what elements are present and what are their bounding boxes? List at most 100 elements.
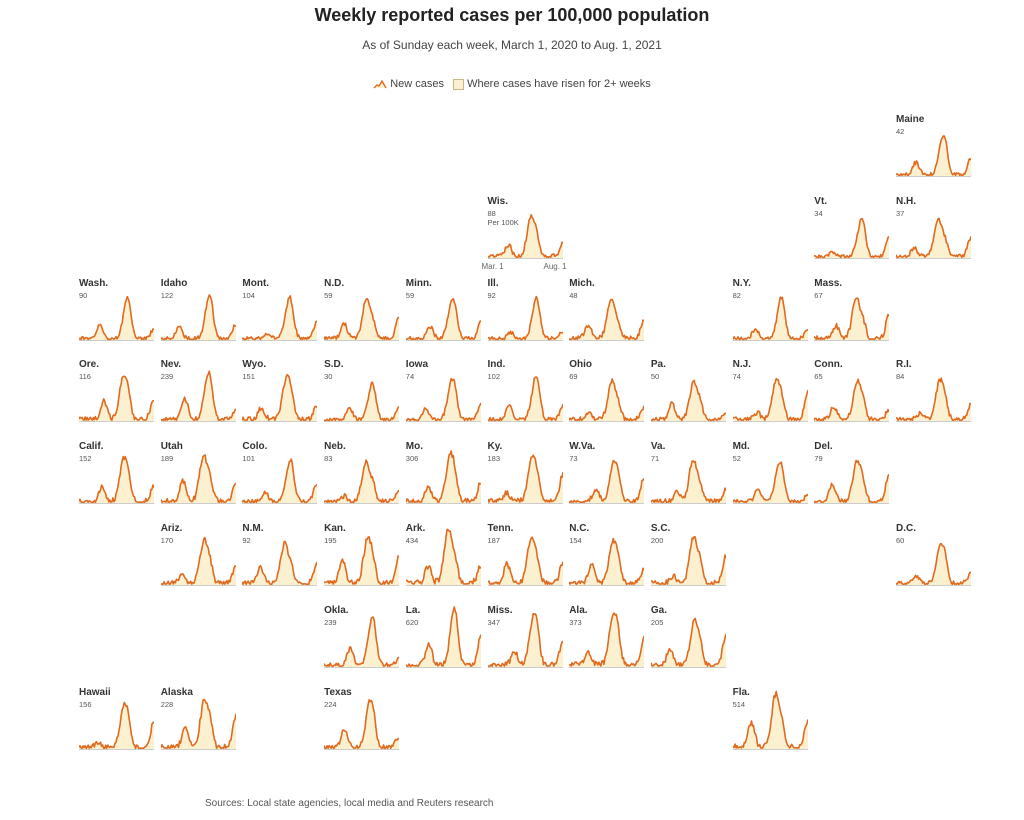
sparkline: [324, 698, 400, 750]
state-peak-value: 152: [79, 454, 92, 464]
sparkline-line: [79, 375, 154, 422]
sparkline: [732, 295, 808, 341]
sparkline-area: [814, 218, 890, 258]
state-peak-value: 620: [405, 617, 419, 627]
state-peak-value: 74: [732, 372, 741, 382]
axis-end-label: Aug. 1: [543, 261, 567, 271]
state-tile-maine: Maine 42: [896, 114, 971, 189]
sparkline: [405, 450, 481, 505]
sparkline-area: [242, 541, 318, 585]
sparkline: [79, 455, 154, 505]
state-peak-value: 67: [814, 290, 823, 300]
sparkline-area: [324, 536, 400, 585]
state-name: La.: [405, 604, 421, 616]
sparkline-line: [324, 297, 400, 340]
sparkline: [732, 378, 808, 423]
sparkline-line: [814, 459, 890, 504]
state-peak-value: 239: [324, 617, 337, 627]
sparkline-line: [324, 536, 400, 585]
state-tile-ala: Ala. 373: [569, 605, 645, 680]
state-name: Utah: [160, 441, 183, 453]
state-peak-value: 48: [569, 290, 578, 300]
state-peak-value: 347: [487, 617, 501, 627]
state-name: Ill.: [487, 277, 499, 289]
state-name: Md.: [732, 441, 750, 453]
sparkline-area: [405, 451, 481, 504]
state-name: Ariz.: [160, 523, 183, 534]
sparkline: [160, 698, 236, 750]
sparkline-area: [896, 378, 971, 422]
sparkline-line: [732, 378, 808, 422]
state-tile-n-y: N.Y. 82: [732, 278, 808, 353]
sparkline: [160, 537, 236, 586]
state-peak-value: 71: [650, 454, 660, 464]
state-peak-value: 151: [242, 372, 255, 382]
state-tile-fla: Fla. 514: [732, 687, 808, 762]
sparkline-line: [487, 376, 563, 422]
state-peak-value: 514: [732, 699, 746, 709]
state-tile-n-j: N.J. 74: [732, 359, 808, 434]
new-cases-swatch-icon: [373, 79, 387, 89]
state-tile-kan: Kan. 195: [324, 523, 400, 598]
state-name: Wash.: [79, 277, 109, 289]
sparkline-area: [732, 690, 808, 749]
sparkline: [650, 535, 726, 586]
state-tile-s-c: S.C. 200: [650, 523, 726, 598]
sparkline: [324, 459, 400, 505]
state-peak-value: 34: [814, 208, 823, 218]
sparkline: [487, 213, 563, 259]
axis-start-label: Mar. 1: [481, 261, 504, 271]
sparkline-line: [405, 450, 481, 504]
sparkline-area: [814, 460, 890, 504]
sparkline-line: [650, 460, 726, 504]
state-peak-value: 195: [324, 536, 337, 545]
sparkline-line: [732, 295, 808, 340]
sparkline-area: [79, 456, 154, 504]
state-name: D.C.: [896, 523, 916, 534]
chart-subtitle: As of Sunday each week, March 1, 2020 to…: [362, 38, 662, 52]
sparkline-line: [160, 454, 236, 504]
state-tile-ore: Ore. 116: [79, 359, 154, 434]
sparkline-line: [487, 213, 563, 258]
state-tile-vt: Vt. 34: [814, 196, 890, 271]
state-tile-va: Va. 71: [650, 441, 726, 516]
state-tile-okla: Okla. 239: [324, 605, 400, 680]
state-peak-value: 52: [732, 454, 741, 464]
sparkline: [487, 536, 563, 586]
sparkline: [324, 536, 400, 586]
state-peak-value: 373: [569, 617, 582, 627]
sparkline-line: [79, 701, 154, 749]
sparkline: [160, 370, 236, 423]
sparkline-line: [405, 297, 481, 340]
per-100k-note: Per 100K: [487, 217, 519, 227]
state-name: Wis.: [487, 195, 508, 207]
state-peak-value: 187: [487, 536, 501, 545]
state-tile-colo: Colo. 101: [242, 441, 318, 516]
state-peak-value: 239: [160, 372, 174, 382]
sparkline-line: [650, 617, 726, 667]
state-peak-value: 122: [160, 290, 174, 300]
state-tile-mont: Mont. 104: [242, 278, 318, 353]
sparkline-area: [79, 376, 154, 422]
sparkline-line: [324, 616, 400, 667]
state-name: Kan.: [324, 523, 346, 534]
state-name: Hawaii: [79, 686, 111, 698]
sparkline: [814, 378, 890, 423]
state-peak-value: 224: [324, 699, 337, 709]
state-tile-mo: Mo. 306: [405, 441, 481, 516]
sparkline: [324, 297, 400, 341]
legend: New cases Where cases have risen for 2+ …: [0, 78, 1024, 90]
state-peak-value: 59: [405, 290, 415, 300]
state-tile-ohio: Ohio 69: [569, 359, 645, 434]
sparkline: [405, 528, 481, 586]
sparkline-line: [242, 374, 318, 422]
sparkline-area: [569, 612, 645, 667]
sparkline-line: [160, 698, 236, 749]
sparkline: [896, 377, 971, 423]
sparkline-area: [405, 606, 481, 667]
state-tile-conn: Conn. 65: [814, 359, 890, 434]
sparkline: [324, 381, 400, 423]
state-tile-miss: Miss. 347: [487, 605, 563, 680]
state-name: Ky.: [487, 441, 503, 453]
state-peak-value: 102: [487, 372, 501, 382]
